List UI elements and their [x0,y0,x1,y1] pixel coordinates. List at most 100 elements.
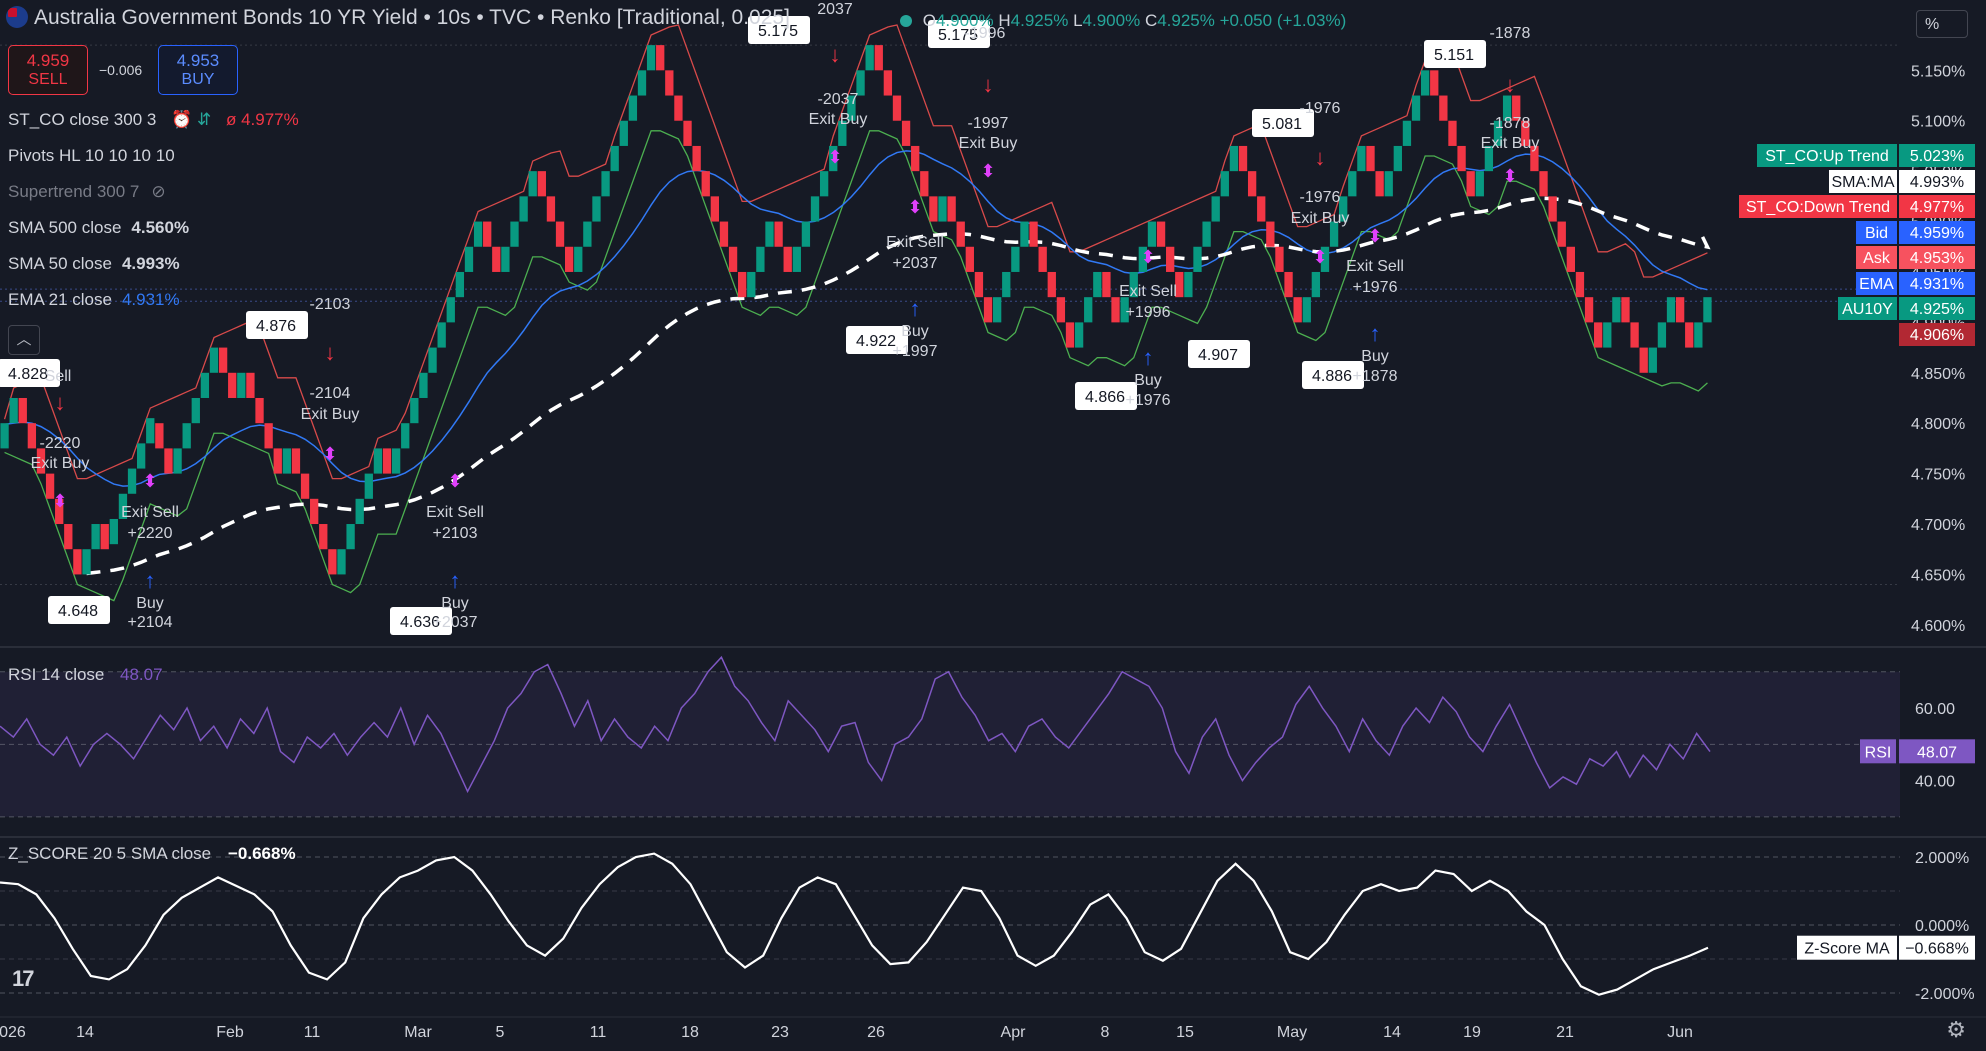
pivot-label-box [1252,109,1314,137]
sell-arrow-icon: ↓ [1505,72,1516,97]
strategy-label: +1976 [1353,279,1398,296]
renko-brick [382,448,392,474]
strategy-label: +2103 [433,525,478,542]
collapse-legend-chevron-icon[interactable]: ︿ [8,325,40,355]
time-tick-label: Mar [404,1024,432,1041]
price-tick-label: 4.650% [1911,567,1965,584]
legend-ema21[interactable]: EMA 21 close 4.931% [8,290,180,310]
percent-scale-toggle[interactable]: % [1916,10,1968,38]
renko-brick [1220,171,1229,197]
time-tick-label: 21 [1556,1024,1574,1041]
strategy-label: -1997 [968,115,1009,132]
renko-brick [583,221,592,247]
pivot-label: 5.081 [1262,116,1302,133]
price-tick-label: 4.800% [1911,416,1965,433]
sell-arrow-icon: ↓ [983,72,994,97]
gear-icon[interactable]: ⚙ [1946,1017,1966,1042]
pivot-label: 4.886 [1312,368,1352,385]
renko-brick [1329,221,1339,247]
legend-st-co[interactable]: ST_CO close 300 3 ⏰ ⇵ ø 4.977% [8,110,299,130]
renko-brick [956,221,965,247]
exit-marker-icon: ⬍ [1367,226,1382,246]
time-tick-label: May [1277,1024,1307,1041]
buy-arrow-icon: ↑ [450,568,461,593]
sell-arrow-icon: ↓ [1315,145,1326,170]
renko-brick [64,524,73,550]
exit-marker-icon: ⬍ [1502,166,1517,186]
price-label-name: ST_CO:Up Trend [1765,148,1889,165]
ohlc-low: 4.900% [1082,11,1141,30]
price-label-value: 4.959% [1910,225,1964,242]
price-label-value: 4.977% [1910,199,1964,216]
renko-brick [1120,297,1129,323]
legend-name: SMA 50 close [8,254,112,273]
strategy-label: -1878 [1490,115,1531,132]
rsi-legend-value: 48.07 [120,665,163,684]
renko-brick [1065,322,1075,348]
legend-name: SMA 500 close [8,218,122,237]
australia-flag-icon [6,6,28,28]
renko-brick [1548,196,1557,222]
strategy-label: Buy [901,323,929,340]
renko-brick [674,95,683,121]
zscore-value-box [1899,935,1975,960]
legend-sma50[interactable]: SMA 50 close 4.993% [8,254,180,274]
renko-brick [792,246,801,272]
renko-brick [1575,271,1585,298]
pivot-label-box [1188,340,1250,368]
price-label-name: Ask [1863,250,1891,267]
renko-brick [1448,120,1457,146]
legend-name: EMA 21 close [8,290,112,309]
renko-brick [847,95,856,121]
renko-brick [1193,246,1202,272]
legend-pivots[interactable]: Pivots HL 10 10 10 10 [8,146,175,166]
price-label-value-box [1899,297,1975,320]
renko-brick [656,45,665,71]
strategy-label: -2103 [310,296,351,313]
buy-button[interactable]: 4.953 BUY [158,45,238,95]
price-label-name-box [1757,144,1897,167]
renko-brick [1175,271,1184,298]
zscore-legend-value: −0.668% [228,844,296,863]
symbol-title[interactable]: Australia Government Bonds 10 YR Yield •… [34,6,790,29]
renko-brick [1229,145,1239,172]
rsi-title: RSI 14 close [8,665,104,684]
renko-brick [1512,95,1521,121]
renko-brick [73,549,82,575]
ohlc-change: +0.050 (+1.03%) [1219,11,1347,30]
ohlc-open-key: O [922,11,936,30]
price-label-value-box [1899,272,1975,295]
renko-brick [1539,171,1548,197]
renko-brick [838,120,847,146]
renko-brick [865,45,874,71]
renko-brick [82,549,91,575]
renko-brick [310,498,319,525]
sell-button[interactable]: 4.959 SELL [8,45,88,95]
price-label-value-box [1899,246,1975,269]
renko-brick [1320,246,1330,272]
alert-icon[interactable]: ⏰ ⇵ [171,110,212,129]
renko-brick [1247,171,1257,197]
renko-brick [1129,271,1138,298]
renko-brick [574,246,583,272]
renko-brick [1384,171,1393,197]
renko-brick [255,397,264,424]
renko-brick [1111,297,1120,323]
renko-brick [346,524,355,550]
strategy-label: Exit Sell [426,504,484,521]
time-tick-label: 8 [1101,1024,1110,1041]
legend-sma500[interactable]: SMA 500 close 4.560% [8,218,189,238]
price-label-name-box [1829,170,1897,193]
price-label-value: 5.023% [1910,148,1964,165]
pivot-label-box [928,20,990,48]
exit-marker-icon: ⬍ [322,444,337,464]
buy-arrow-icon: ↑ [1143,345,1154,370]
legend-supertrend[interactable]: Supertrend 300 7 ⊘ [8,182,166,202]
strategy-label: +2037 [433,614,478,631]
strategy-label: -1976 [1300,189,1341,206]
buy-arrow-icon: ↑ [1370,321,1381,346]
price-tick-label: 5.150% [1911,63,1965,80]
eye-hidden-icon[interactable]: ⊘ [151,182,166,201]
